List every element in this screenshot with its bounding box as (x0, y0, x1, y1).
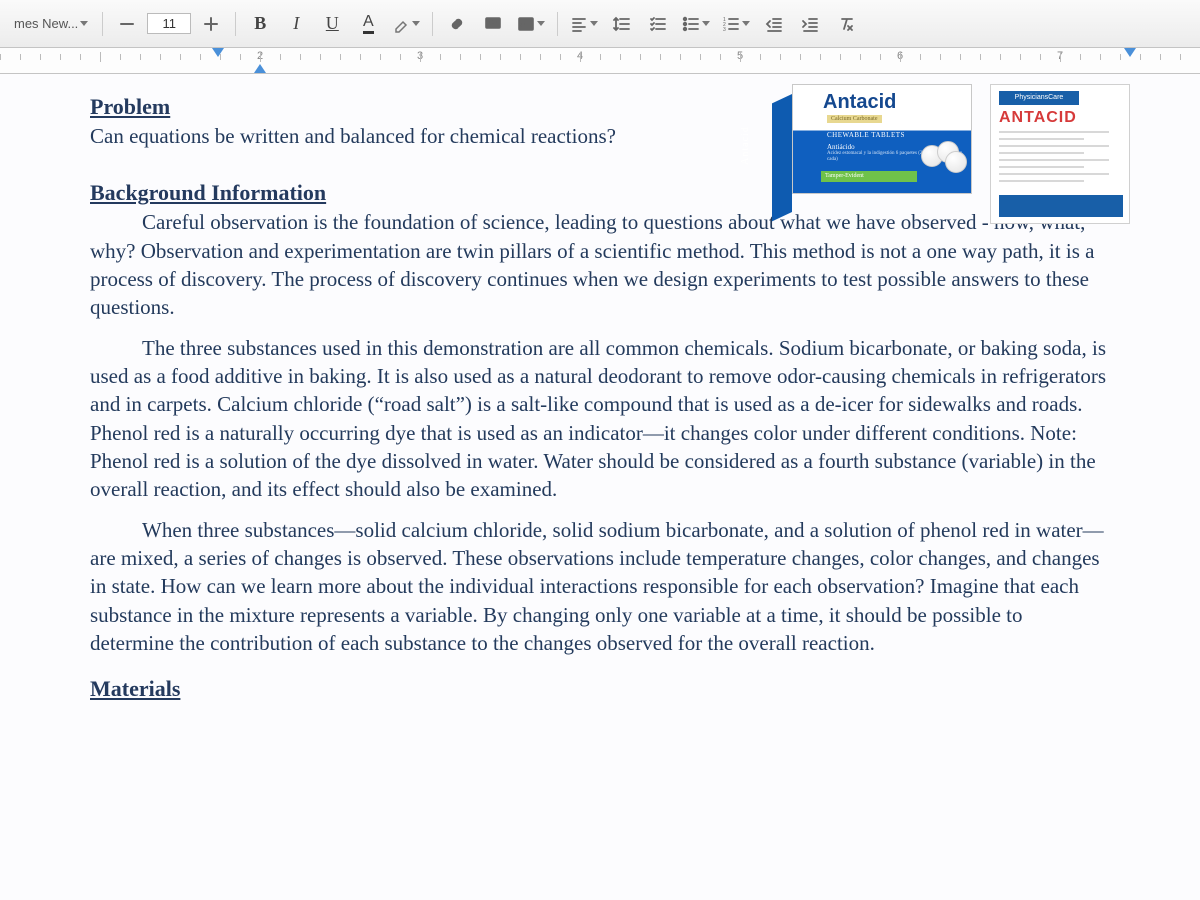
font-size-input[interactable]: 11 (147, 13, 191, 34)
box-bottom-bar (999, 195, 1123, 217)
antacid-side-label: Antacid (740, 126, 751, 165)
font-name-label: mes New... (14, 16, 78, 31)
bold-button[interactable]: B (244, 8, 276, 40)
chevron-down-icon (742, 21, 750, 26)
tamper-evident-strip: Tamper-Evident (821, 171, 917, 182)
toolbar-divider (235, 12, 236, 36)
problem-text: Can equations be written and balanced fo… (90, 122, 690, 150)
highlight-color-button[interactable] (388, 8, 424, 40)
antacid-brand-2-text: ANTACID (999, 109, 1077, 127)
product-images: Antacid Antacid Calcium Carbonate CHEWAB… (772, 84, 1130, 224)
clear-formatting-button[interactable] (830, 8, 862, 40)
chevron-down-icon (80, 21, 88, 26)
antacid-ingredient-text: Calcium Carbonate (827, 115, 882, 123)
insert-image-button[interactable] (513, 8, 549, 40)
toolbar-divider (432, 12, 433, 36)
indent-marker-bottom[interactable] (254, 64, 266, 73)
document-area: Antacid Antacid Calcium Carbonate CHEWAB… (0, 74, 1200, 900)
italic-button[interactable]: I (280, 8, 312, 40)
problem-heading: Problem (90, 94, 690, 120)
increase-indent-button[interactable] (794, 8, 826, 40)
antacid-tablets-text: CHEWABLE TABLETS (827, 131, 905, 139)
antacid-brand-text: Antacid (823, 91, 896, 114)
checklist-button[interactable] (642, 8, 674, 40)
insert-comment-button[interactable] (477, 8, 509, 40)
font-color-letter: A (363, 14, 374, 34)
decrease-indent-button[interactable] (758, 8, 790, 40)
materials-heading: Materials (90, 676, 1110, 702)
background-para-2: The three substances used in this demons… (90, 334, 1110, 504)
chevron-down-icon (537, 21, 545, 26)
numbered-list-button[interactable]: 123 (718, 8, 754, 40)
font-color-button[interactable]: A (352, 8, 384, 40)
chevron-down-icon (702, 21, 710, 26)
background-para-3: When three substances—solid calcium chlo… (90, 516, 1110, 658)
toolbar-divider (102, 12, 103, 36)
chevron-down-icon (590, 21, 598, 26)
background-para-1: Careful observation is the foundation of… (90, 208, 1110, 321)
chevron-down-icon (412, 21, 420, 26)
font-name-dropdown[interactable]: mes New... (8, 8, 94, 40)
line-spacing-button[interactable] (606, 8, 638, 40)
ruler: 234567 (0, 48, 1200, 74)
page[interactable]: Antacid Antacid Calcium Carbonate CHEWAB… (0, 74, 1200, 900)
font-size-increase-button[interactable] (195, 8, 227, 40)
bulleted-list-button[interactable] (678, 8, 714, 40)
svg-text:3: 3 (723, 27, 726, 33)
toolbar-divider (557, 12, 558, 36)
antacid-box-2-image: PhysiciansCare ANTACID (990, 84, 1130, 224)
font-size-decrease-button[interactable] (111, 8, 143, 40)
toolbar: mes New... 11 B I U A 123 (0, 0, 1200, 48)
right-margin-marker[interactable] (1124, 48, 1136, 57)
box-text-lines (999, 131, 1121, 187)
indent-marker-top[interactable] (212, 48, 224, 57)
pills-icon (921, 141, 967, 167)
antacid-box-image: Antacid Antacid Calcium Carbonate CHEWAB… (772, 84, 972, 214)
underline-button[interactable]: U (316, 8, 348, 40)
align-button[interactable] (566, 8, 602, 40)
antacid-spanish-text: Antiácido (827, 143, 855, 151)
insert-link-button[interactable] (441, 8, 473, 40)
physicianscare-banner: PhysiciansCare (999, 91, 1079, 105)
